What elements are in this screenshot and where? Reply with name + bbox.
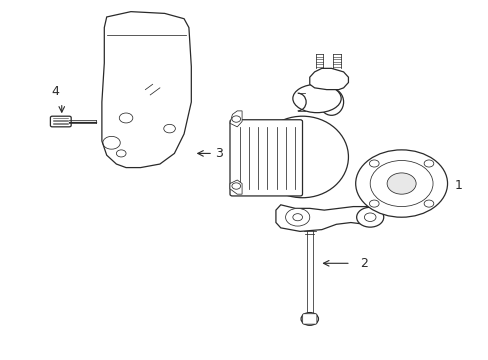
Circle shape [285, 208, 309, 226]
Circle shape [301, 312, 318, 325]
Text: 3: 3 [215, 147, 223, 160]
Circle shape [368, 200, 378, 207]
Circle shape [116, 150, 126, 157]
Text: 4: 4 [51, 85, 59, 99]
Polygon shape [102, 12, 191, 168]
Polygon shape [275, 205, 374, 231]
Circle shape [231, 116, 240, 122]
Circle shape [356, 207, 383, 227]
FancyBboxPatch shape [50, 116, 71, 127]
Ellipse shape [319, 89, 343, 115]
Circle shape [369, 161, 432, 207]
Circle shape [386, 173, 415, 194]
Circle shape [364, 213, 375, 221]
Ellipse shape [292, 84, 341, 113]
Circle shape [292, 214, 302, 221]
Circle shape [368, 160, 378, 167]
Circle shape [231, 183, 240, 189]
FancyBboxPatch shape [302, 314, 316, 324]
Circle shape [423, 200, 433, 207]
Polygon shape [229, 111, 242, 127]
Polygon shape [309, 68, 348, 90]
Text: 2: 2 [360, 257, 367, 270]
Circle shape [163, 124, 175, 133]
Circle shape [355, 150, 447, 217]
Text: 1: 1 [454, 179, 462, 192]
Circle shape [423, 160, 433, 167]
Ellipse shape [256, 116, 348, 198]
FancyBboxPatch shape [229, 120, 302, 196]
Polygon shape [229, 180, 242, 194]
Circle shape [119, 113, 133, 123]
